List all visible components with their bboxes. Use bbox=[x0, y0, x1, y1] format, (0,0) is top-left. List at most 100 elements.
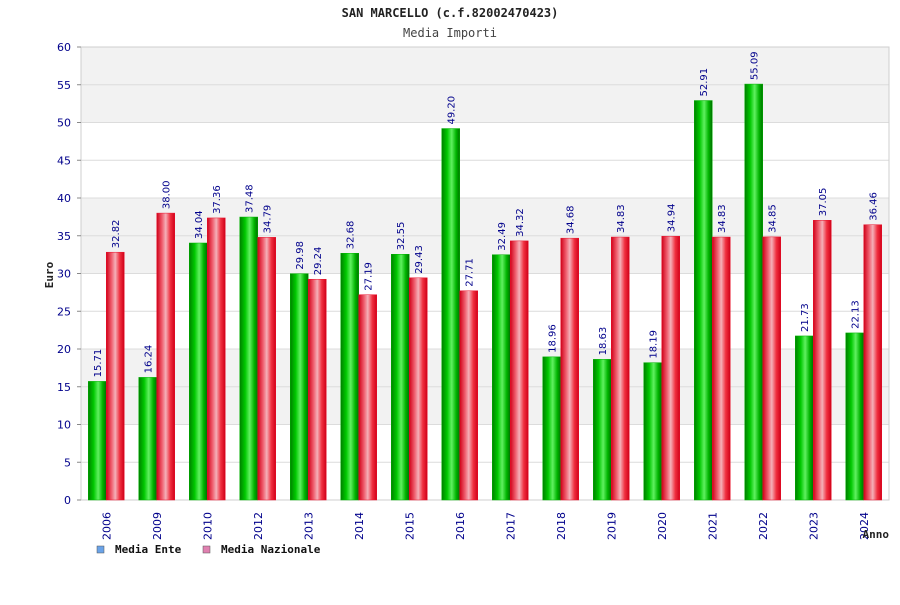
data-label-media-ente: 18.63 bbox=[598, 327, 609, 356]
chart-subtitle: Media Importi bbox=[403, 26, 497, 40]
x-tick-label: 2016 bbox=[454, 512, 467, 540]
data-label-media-ente: 32.55 bbox=[396, 222, 407, 251]
bar-media-ente bbox=[593, 359, 612, 501]
x-tick-label: 2024 bbox=[858, 512, 871, 540]
x-tick-label: 2019 bbox=[605, 512, 618, 540]
bar-media-nazionale bbox=[661, 235, 680, 501]
y-tick-label: 0 bbox=[64, 494, 71, 507]
data-label-media-ente: 34.04 bbox=[194, 210, 205, 239]
bar-media-ente bbox=[542, 356, 561, 501]
y-tick-label: 45 bbox=[57, 154, 71, 167]
data-label-media-nazionale: 34.68 bbox=[566, 206, 577, 235]
bar-media-nazionale bbox=[611, 236, 630, 501]
x-tick-label: 2018 bbox=[555, 512, 568, 540]
data-label-media-ente: 16.24 bbox=[144, 345, 155, 374]
data-label-media-nazionale: 38.00 bbox=[162, 180, 173, 209]
y-tick-label: 55 bbox=[57, 79, 71, 92]
x-tick-label: 2015 bbox=[403, 512, 416, 540]
data-label-media-ente: 18.96 bbox=[548, 324, 559, 353]
data-label-media-nazionale: 32.82 bbox=[111, 220, 122, 249]
bar-media-nazionale bbox=[106, 251, 125, 501]
data-label-media-ente: 52.91 bbox=[699, 68, 710, 97]
data-label-media-ente: 49.20 bbox=[447, 96, 458, 125]
bar-media-nazionale bbox=[459, 290, 478, 501]
data-label-media-nazionale: 36.46 bbox=[869, 192, 880, 221]
bar-media-ente bbox=[795, 335, 814, 501]
bar-media-nazionale bbox=[207, 217, 226, 501]
bar-media-nazionale bbox=[560, 237, 579, 501]
bar-media-nazionale bbox=[358, 294, 377, 501]
plot-band bbox=[81, 47, 889, 85]
bar-media-nazionale bbox=[156, 212, 175, 501]
x-tick-label: 2009 bbox=[151, 512, 164, 540]
chart-title: SAN MARCELLO (c.f.82002470423) bbox=[342, 6, 559, 20]
x-tick-label: 2006 bbox=[100, 512, 113, 540]
y-tick-label: 60 bbox=[57, 41, 71, 54]
x-tick-label: 2014 bbox=[353, 512, 366, 540]
legend-label-media-nazionale: Media Nazionale bbox=[221, 543, 321, 556]
x-tick-label: 2022 bbox=[757, 512, 770, 540]
bar-media-nazionale bbox=[409, 277, 428, 501]
bar-media-ente bbox=[340, 253, 359, 501]
legend-swatch-media-nazionale bbox=[202, 545, 211, 554]
data-label-media-ente: 22.13 bbox=[851, 300, 862, 329]
bar-media-ente bbox=[492, 254, 511, 501]
data-label-media-nazionale: 27.71 bbox=[465, 258, 476, 287]
bar-media-ente bbox=[643, 362, 662, 501]
x-tick-label: 2023 bbox=[807, 512, 820, 540]
axis-ticks: 0 5 10 15 20 25 30 35 40 45 50 55 60 2006 2009 2010 2012… bbox=[57, 41, 871, 540]
y-tick-label: 5 bbox=[64, 456, 71, 469]
bar-media-ente bbox=[744, 83, 763, 501]
plot-band bbox=[81, 122, 889, 161]
y-tick-label: 30 bbox=[57, 268, 71, 281]
data-label-media-ente: 37.48 bbox=[245, 184, 256, 213]
data-label-media-ente: 29.98 bbox=[295, 241, 306, 270]
data-label-media-nazionale: 34.32 bbox=[515, 208, 526, 237]
bar-media-ente bbox=[290, 273, 309, 501]
bar-media-nazionale bbox=[257, 237, 276, 501]
data-label-media-nazionale: 34.83 bbox=[717, 204, 728, 233]
bar-media-ente bbox=[239, 216, 258, 501]
y-tick-label: 20 bbox=[57, 343, 71, 356]
plot-band bbox=[81, 160, 889, 198]
data-label-media-nazionale: 34.85 bbox=[768, 204, 779, 233]
x-tick-label: 2013 bbox=[302, 512, 315, 540]
bar-media-ente bbox=[189, 242, 208, 501]
bar-media-ente bbox=[391, 253, 410, 501]
data-label-media-ente: 18.19 bbox=[649, 330, 660, 359]
data-label-media-nazionale: 29.24 bbox=[313, 247, 324, 276]
data-label-media-nazionale: 37.36 bbox=[212, 185, 223, 214]
x-tick-label: 2020 bbox=[656, 512, 669, 540]
data-labels: 15.71 32.82 16.24 38.00 34.04 37.36 37.48 34.79… bbox=[93, 51, 880, 377]
bar-media-nazionale bbox=[813, 220, 832, 501]
x-axis-title: Anno bbox=[863, 528, 890, 541]
bar-media-nazionale bbox=[308, 278, 327, 501]
y-tick-label: 35 bbox=[57, 230, 71, 243]
legend-swatch-media-ente bbox=[96, 545, 105, 554]
bar-media-ente bbox=[138, 377, 157, 501]
data-label-media-nazionale: 27.19 bbox=[364, 262, 375, 291]
data-label-media-nazionale: 34.79 bbox=[263, 205, 274, 234]
y-axis-title: Euro bbox=[43, 261, 56, 288]
bar-media-ente bbox=[88, 381, 107, 501]
x-tick-label: 2021 bbox=[706, 512, 719, 540]
bar-media-nazionale bbox=[762, 236, 781, 501]
data-label-media-ente: 21.73 bbox=[800, 303, 811, 332]
y-tick-label: 15 bbox=[57, 381, 71, 394]
bar-media-ente bbox=[441, 128, 460, 501]
data-label-media-ente: 55.09 bbox=[750, 51, 761, 80]
data-label-media-nazionale: 34.83 bbox=[616, 204, 627, 233]
bar-media-nazionale bbox=[712, 236, 731, 501]
data-label-media-ente: 15.71 bbox=[93, 349, 104, 378]
x-tick-label: 2012 bbox=[252, 512, 265, 540]
bar-media-nazionale bbox=[510, 240, 529, 501]
bar-media-ente bbox=[845, 332, 864, 501]
data-label-media-ente: 32.68 bbox=[346, 221, 357, 250]
y-tick-label: 10 bbox=[57, 419, 71, 432]
y-tick-label: 50 bbox=[57, 117, 71, 130]
y-tick-label: 40 bbox=[57, 192, 71, 205]
data-label-media-ente: 32.49 bbox=[497, 222, 508, 251]
y-tick-label: 25 bbox=[57, 305, 71, 318]
